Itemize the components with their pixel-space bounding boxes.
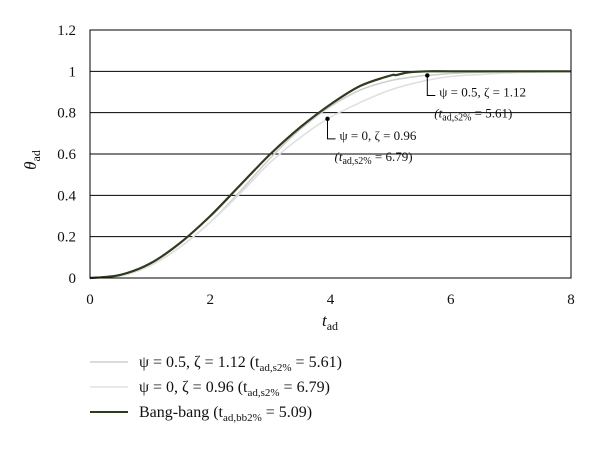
grid	[90, 70, 571, 238]
legend-label-1: ψ = 0.5, ζ = 1.12 (tad,s2% = 5.61)	[139, 354, 342, 374]
x-tick-label: 0	[86, 292, 94, 308]
y-tick-labels: 0 0.2 0.4 0.6 0.8 1 1.2	[57, 23, 76, 287]
y-tick-label: 0.4	[57, 188, 76, 204]
series-line-2	[89, 70, 572, 279]
x-tick-labels: 0 2 4 6 8	[86, 292, 575, 308]
y-tick-label: 0.6	[57, 147, 76, 163]
annotation-line1: ψ = 0, ζ = 0.96	[339, 128, 416, 143]
annotation-line2: (tad,s2% = 6.79)	[334, 149, 412, 167]
y-tick-label: 0.2	[57, 230, 76, 246]
annotation-line2: (tad,s2% = 5.61)	[434, 105, 512, 123]
annotation-line1: ψ = 0.5, ζ = 1.12	[439, 84, 526, 99]
x-tick-label: 4	[327, 292, 335, 308]
annotation-leader	[426, 75, 436, 96]
legend-label-3: Bang-bang (tad,bb2% = 5.09)	[139, 404, 312, 424]
x-axis-label: tad	[322, 311, 338, 333]
y-axis-label: θad	[21, 150, 43, 170]
series-lines	[89, 70, 572, 280]
legend: ψ = 0.5, ζ = 1.12 (tad,s2% = 5.61) ψ = 0,…	[90, 354, 342, 424]
series-line-1	[89, 70, 571, 279]
x-tick-label: 6	[447, 292, 455, 308]
y-tick-label: 0	[69, 271, 77, 287]
y-tick-label: 0.8	[57, 106, 76, 122]
x-tick-label: 8	[567, 292, 575, 308]
annotation-leader	[326, 118, 336, 140]
legend-label-2: ψ = 0, ζ = 0.96 (tad,s2% = 6.79)	[139, 379, 330, 399]
series-line-3	[89, 70, 571, 280]
y-tick-label: 1.2	[57, 23, 76, 39]
plot-frame	[89, 29, 572, 279]
annotations: ψ = 0.5, ζ = 1.12 (tad,s2% = 5.61) ψ = 0, …	[325, 73, 526, 167]
x-tick-label: 2	[207, 292, 215, 308]
y-tick-label: 1	[69, 64, 77, 80]
